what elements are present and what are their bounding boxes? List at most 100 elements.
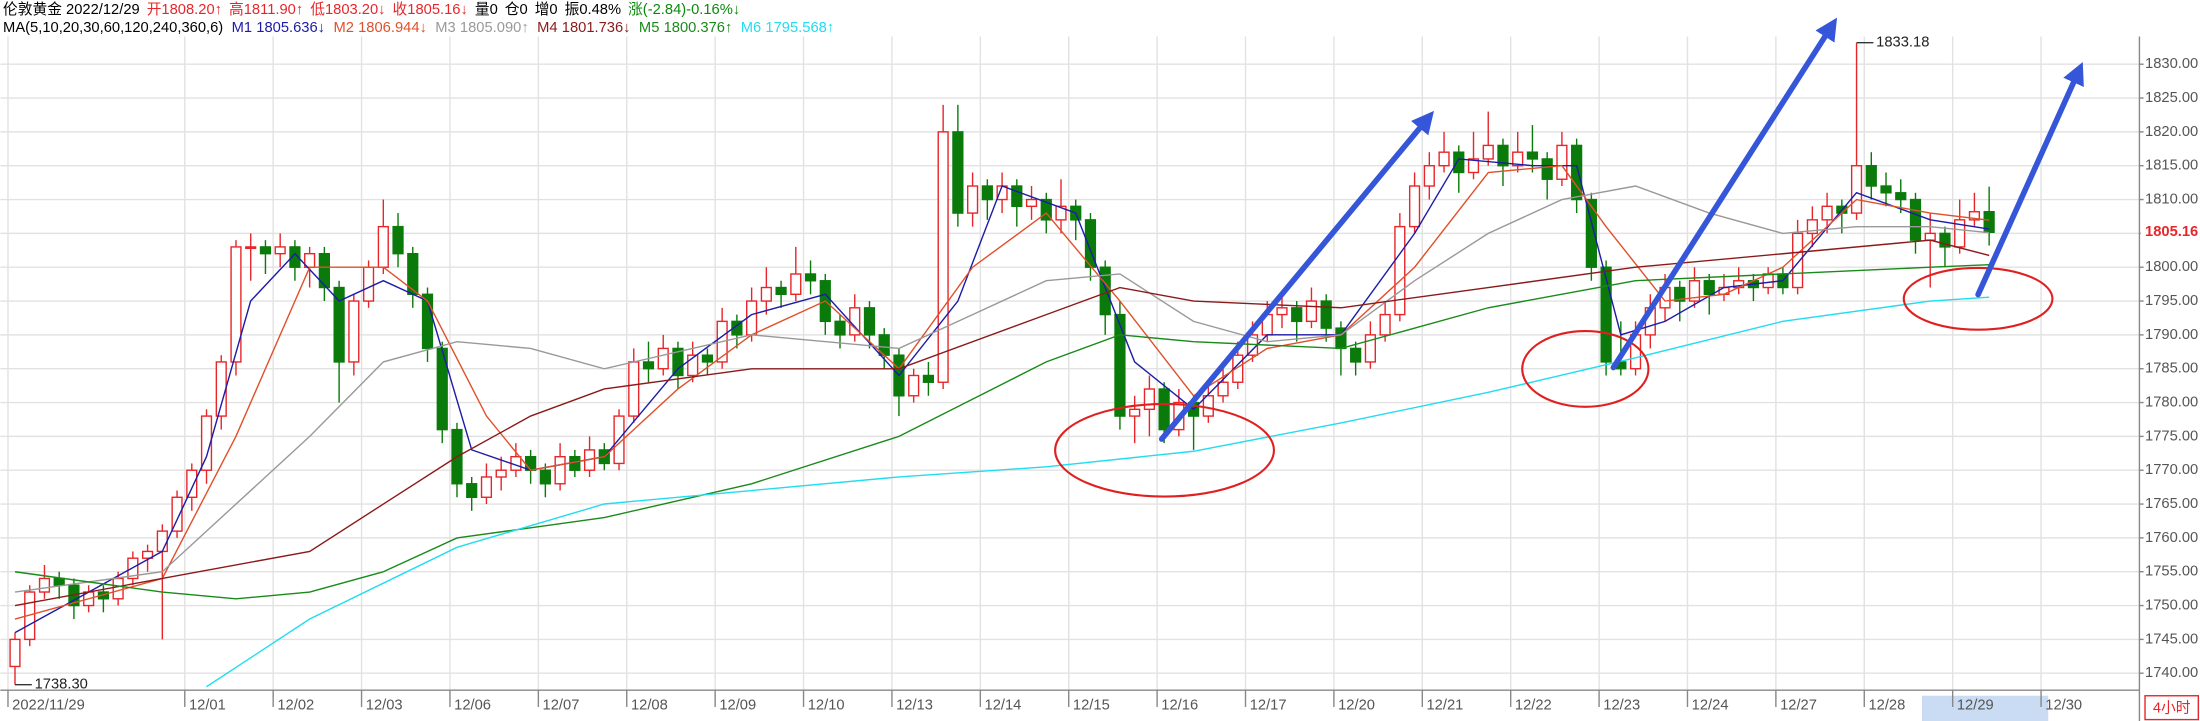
y-tick-label: 1770.00	[2145, 462, 2198, 478]
y-tick-label: 1765.00	[2145, 496, 2198, 512]
candle-body	[1217, 381, 1229, 397]
candle-body	[834, 320, 846, 336]
candle-body	[1423, 165, 1435, 187]
candle-body	[1497, 144, 1509, 167]
x-tick-label: 12/28	[1868, 697, 1905, 713]
candle-body	[1688, 280, 1701, 302]
candle-body	[1880, 185, 1892, 194]
candle-body	[1276, 307, 1288, 316]
candle-body	[554, 455, 566, 485]
legend-value: 1800.376↑	[664, 20, 733, 36]
legend-name: M4	[537, 20, 557, 36]
header-item: 仓0	[505, 1, 528, 18]
candle-body	[1541, 158, 1553, 180]
arrows	[1158, 17, 2084, 442]
y-tick-label: 1790.00	[2145, 327, 2198, 343]
candle-body	[1924, 232, 1936, 241]
candle-body	[908, 374, 920, 397]
min-label: 1738.30	[35, 677, 88, 693]
candle-body	[642, 361, 655, 370]
candle-body	[53, 577, 65, 586]
legend-name: M1	[232, 20, 252, 36]
candle-body	[1084, 219, 1097, 268]
ma-line	[206, 296, 1990, 688]
candle-body	[996, 185, 1008, 201]
candle-body	[569, 455, 581, 471]
arrow	[1975, 61, 2084, 298]
candle-body	[200, 415, 213, 471]
period-box	[2144, 695, 2200, 721]
candle-body	[495, 469, 507, 478]
last-price-label: 1805.16	[2145, 224, 2198, 240]
x-tick-label: 12/06	[454, 697, 491, 713]
y-tick-label: 1815.00	[2145, 158, 2198, 174]
candle-body	[1467, 158, 1480, 174]
y-tick-label: 1800.00	[2145, 259, 2198, 275]
annotations	[1054, 266, 2054, 498]
candle-body	[1674, 286, 1686, 302]
candle-body	[1968, 211, 1981, 221]
y-tick-label: 1775.00	[2145, 428, 2198, 444]
candle-body	[274, 246, 286, 255]
candle-body	[259, 246, 272, 255]
candle-body	[421, 293, 434, 350]
ma-legend: MA(5,10,20,30,60,120,240,360,6) M1 1805.63…	[3, 20, 834, 36]
candle-body	[392, 225, 404, 255]
candle-body	[1556, 144, 1568, 180]
legend-value: 1805.636↓	[256, 20, 325, 36]
candle-body	[1143, 388, 1156, 411]
candle-body	[377, 225, 389, 268]
candle-body	[480, 476, 493, 498]
legend-value: 1805.090↑	[460, 20, 529, 36]
x-tick-label: 12/24	[1692, 697, 1729, 713]
x-tick-label: 12/15	[1073, 697, 1110, 713]
y-tick-label: 1785.00	[2145, 361, 2198, 377]
x-tick-label: 12/30	[2045, 697, 2082, 713]
legend-value: 1795.568↑	[765, 20, 834, 36]
candle-body	[687, 354, 699, 377]
candle-body	[657, 347, 669, 370]
header-item: 低1803.20↓	[310, 1, 385, 18]
legend-value: 1806.944↓	[358, 20, 427, 36]
candle-body	[863, 307, 876, 336]
candle-body	[156, 530, 168, 553]
candle-body	[731, 320, 743, 336]
y-tick-label: 1740.00	[2145, 665, 2198, 681]
candle-body	[289, 246, 301, 268]
candle-body	[1438, 151, 1450, 167]
y-tick-label: 1745.00	[2145, 631, 2198, 647]
selected-date-highlight	[1921, 695, 2049, 721]
candle-body	[1158, 388, 1170, 431]
candle-body	[1895, 192, 1907, 201]
candle-body	[1850, 165, 1863, 214]
candle-body	[1571, 144, 1583, 201]
candle-body	[1350, 347, 1362, 363]
x-tick-label: 12/21	[1427, 697, 1464, 713]
y-tick-label: 1750.00	[2145, 597, 2198, 613]
ma-line	[14, 164, 1990, 620]
y-tick-label: 1820.00	[2145, 124, 2198, 140]
candle-body	[1526, 151, 1539, 160]
header-item: 伦敦黄金 2022/12/29	[3, 1, 140, 18]
candle-body	[1040, 198, 1052, 221]
x-tick-label: 2022/11/29	[12, 697, 85, 713]
x-tick-label: 12/13	[896, 697, 933, 713]
quote-header: 伦敦黄金 2022/12/29 开1808.20↑ 高1811.90↑ 低1803.2…	[3, 1, 740, 18]
candle-body	[1954, 219, 1966, 248]
header-item: 高1811.90↑	[229, 1, 303, 18]
candle-body	[539, 469, 551, 485]
max-label: 1833.18	[1876, 35, 1929, 51]
arrow	[1158, 110, 1434, 442]
header-item: 开1808.20↑	[147, 2, 222, 18]
candle-body	[804, 273, 817, 282]
candle-body	[1585, 198, 1597, 268]
legend-name: M5	[639, 20, 659, 36]
x-tick-label: 12/01	[189, 697, 226, 713]
y-tick-label: 1760.00	[2145, 530, 2198, 546]
candle-body	[348, 300, 360, 363]
candle-body	[1320, 300, 1332, 329]
candle-body	[1821, 205, 1833, 221]
candle-body	[1011, 185, 1023, 208]
y-tick-label: 1825.00	[2145, 90, 2198, 106]
